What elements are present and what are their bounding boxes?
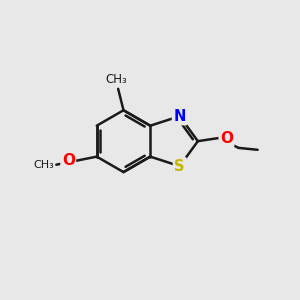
Text: O: O: [62, 153, 75, 168]
Text: CH₃: CH₃: [105, 74, 127, 86]
Text: CH₃: CH₃: [33, 160, 54, 170]
Text: N: N: [173, 109, 186, 124]
Text: O: O: [220, 130, 233, 146]
Text: S: S: [174, 159, 185, 174]
